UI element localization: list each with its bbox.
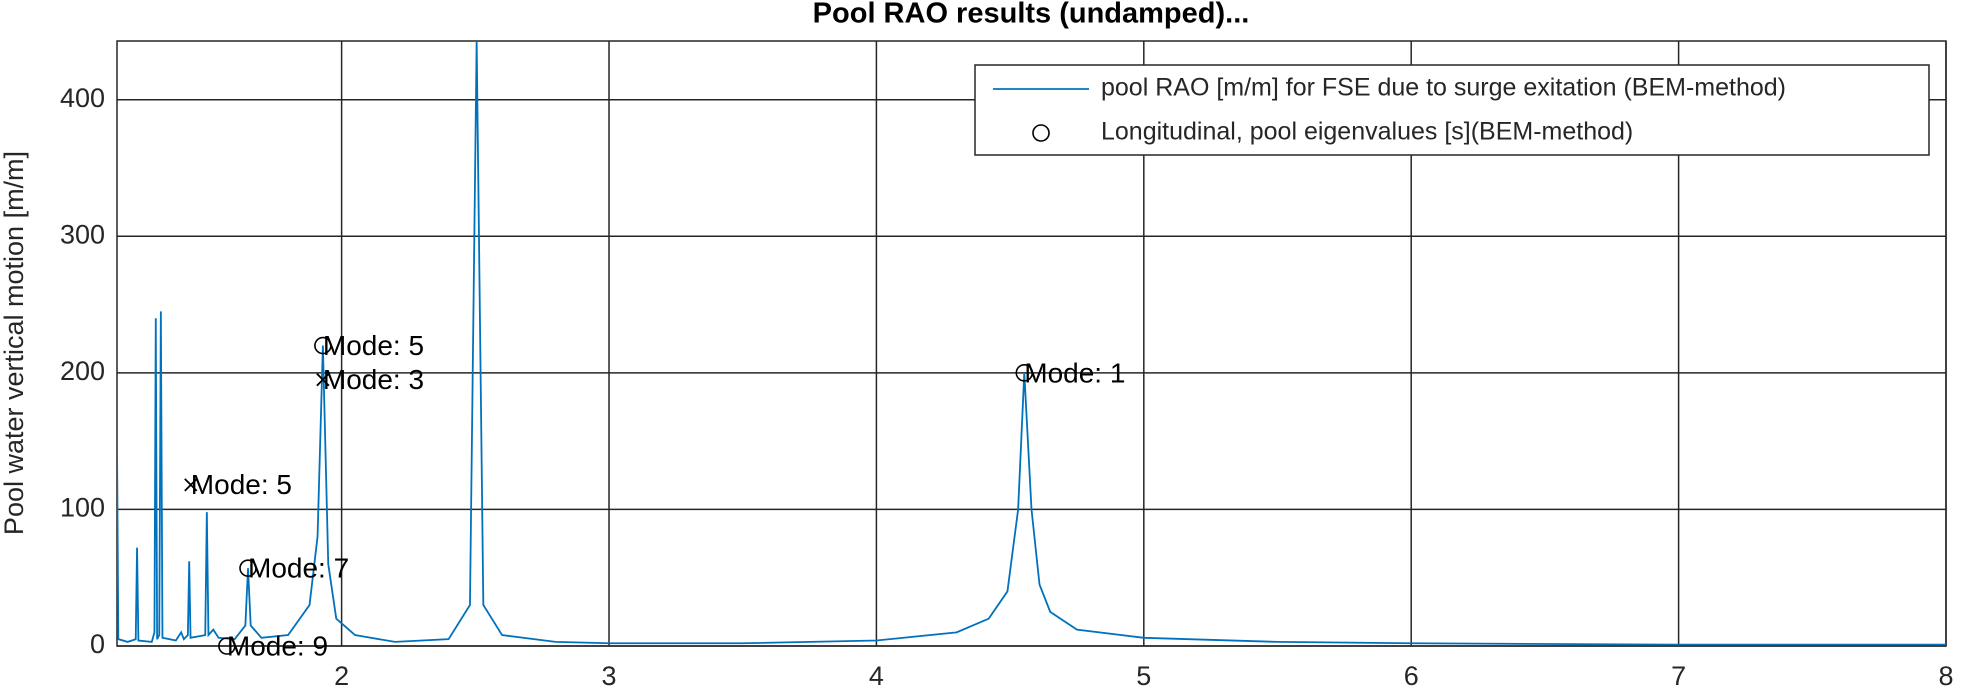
- eigenvalue-marker: [1015, 364, 1034, 382]
- y-tick-label: 100: [60, 493, 105, 523]
- x-tick-label: 2: [334, 661, 349, 691]
- eigenvalue-cross: [184, 478, 198, 492]
- eigenvalue-marker: [218, 637, 236, 655]
- y-axis-label: Pool water vertical motion [m/m]: [0, 151, 29, 535]
- x-tick-label: 8: [1938, 661, 1953, 691]
- mode-label: Mode: 3: [323, 364, 424, 395]
- data-line: [117, 41, 1946, 646]
- mode-label: Mode: 5: [323, 330, 424, 361]
- x-tick-label: 3: [601, 661, 616, 691]
- eigenvalue-marker: [314, 336, 332, 355]
- y-tick-label: 0: [90, 629, 105, 659]
- mode-label: Mode: 5: [191, 469, 292, 500]
- legend-label: Longitudinal, pool eigenvalues [s](BEM-m…: [1101, 118, 1633, 146]
- eigenvalue-cross: [316, 373, 330, 387]
- legend-marker: [1032, 124, 1050, 142]
- y-tick-label: 300: [60, 219, 105, 249]
- eigenvalue-marker: [239, 559, 257, 577]
- legend-box: [974, 64, 1930, 156]
- chart-title: Pool RAO results (undamped)...: [813, 0, 1250, 30]
- y-tick-label: 400: [60, 83, 105, 113]
- x-tick-label: 7: [1671, 661, 1686, 691]
- plot-frame: [116, 40, 1947, 647]
- x-tick-label: 6: [1404, 661, 1419, 691]
- x-tick-label: 5: [1136, 661, 1151, 691]
- legend-label: pool RAO [m/m] for FSE due to surge exit…: [1101, 74, 1786, 102]
- y-tick-label: 200: [60, 356, 105, 386]
- mode-label: Mode: 7: [248, 553, 349, 584]
- mode-label: Mode: 1: [1024, 357, 1125, 388]
- x-tick-label: 4: [869, 661, 884, 691]
- mode-label: Mode: 9: [227, 630, 328, 661]
